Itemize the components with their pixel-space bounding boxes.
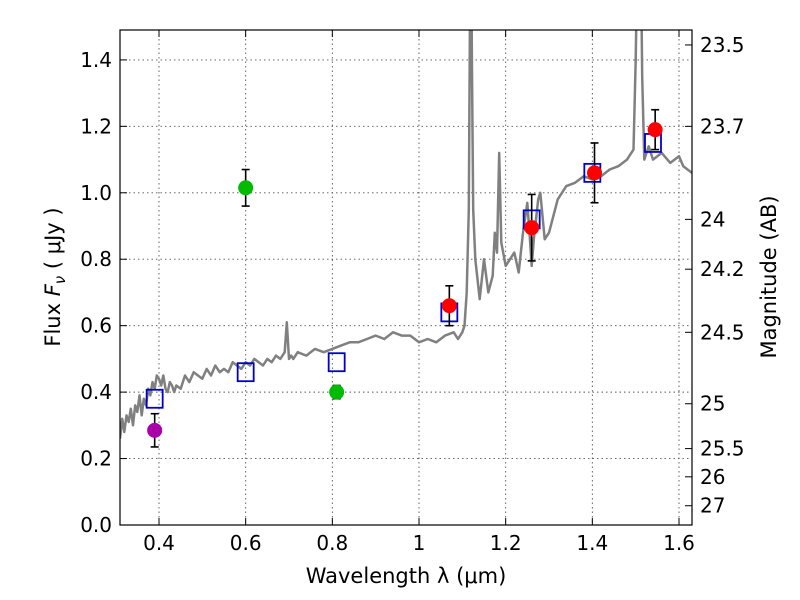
y2-tick-label-1: 23.7 [700, 114, 745, 138]
model-square-0 [145, 388, 164, 409]
x-tick-label-2: 0.8 [316, 531, 348, 555]
template-spectrum-line [120, 30, 692, 439]
x-tick-label-1: 0.6 [230, 531, 262, 555]
observed-point-1-0 [238, 180, 254, 196]
y2-tick-label-3: 24.2 [700, 257, 745, 281]
y-axis-label-symbol: F [41, 283, 65, 296]
x-tick-label-5: 1.4 [576, 531, 608, 555]
y-tick-label-1: 0.2 [80, 447, 112, 471]
plot-frame [119, 29, 693, 526]
observed-point-0-1 [524, 220, 540, 236]
y2-tick-label-6: 25.5 [700, 437, 745, 461]
y2-tick-label-7: 26 [700, 465, 725, 489]
observed-point-2-0 [147, 422, 163, 438]
model-square-2 [327, 352, 346, 373]
y2-tick-label-0: 23.5 [700, 33, 745, 57]
y-tick-label-2: 0.4 [80, 380, 112, 404]
observed-point-0-0 [441, 298, 457, 314]
observed-point-0-3 [647, 122, 663, 138]
y-axis-label: Flux Fν ( μJy ) [41, 207, 69, 346]
y-tick-label-7: 1.4 [80, 48, 112, 72]
y-axis-label-subscript: ν [51, 276, 69, 284]
y-axis-label-prefix: Flux [41, 296, 65, 346]
model-square-1 [236, 362, 255, 383]
x-tick-label-3: 1 [413, 531, 426, 555]
y-tick-label-3: 0.6 [80, 314, 112, 338]
x-axis-label: Wavelength λ (μm) [306, 564, 507, 588]
observed-point-1-1 [329, 384, 345, 400]
x-tick-label-0: 0.4 [143, 531, 175, 555]
grid-layer [120, 30, 692, 526]
y2-tick-label-4: 24.5 [700, 320, 745, 344]
x-tick-label-6: 1.6 [663, 531, 695, 555]
y-tick-label-4: 0.8 [80, 247, 112, 271]
y2-tick-label-8: 27 [700, 494, 725, 518]
y-axis-label-suffix: ( μJy ) [41, 207, 65, 275]
y2-tick-label-5: 25 [700, 392, 725, 416]
y-tick-label-5: 1.0 [80, 181, 112, 205]
observed-point-0-2 [587, 165, 602, 181]
axes-layer: 0.4 0.6 0.8 1 1.2 1.4 1.6 0.0 0.2 0.4 0.6 0.8 1.0 1.2… [80, 29, 745, 555]
y2-axis-label: Magnitude (AB) [757, 195, 781, 358]
y-tick-label-6: 1.2 [80, 114, 112, 138]
x-tick-label-4: 1.2 [490, 531, 522, 555]
y-tick-label-0: 0.0 [80, 513, 112, 537]
y2-tick-label-2: 24 [700, 207, 725, 231]
spectrum-layer [120, 30, 692, 439]
marker-layer [145, 108, 663, 448]
